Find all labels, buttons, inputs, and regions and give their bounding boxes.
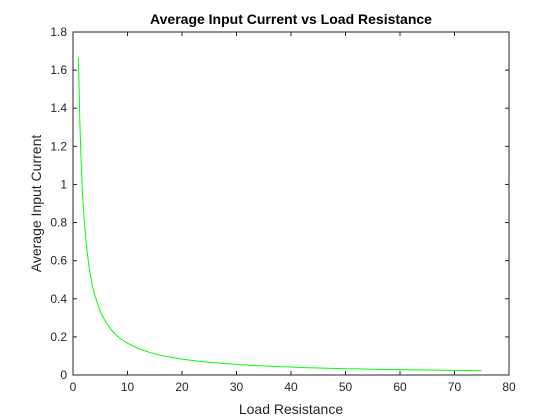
y-tick-label: 0.6 [50,254,67,268]
ticks: 0 10 20 30 40 50 60 70 80 0 0.2 0.4 0.6 0.8 1 1.2 1.4 1.6… [50,25,516,394]
x-tick-label: 20 [175,380,189,394]
x-tick-label: 80 [502,380,516,394]
y-axis-label: Average Input Current [28,135,44,273]
x-tick-label: 50 [339,380,353,394]
x-tick-label: 0 [70,380,77,394]
y-tick-label: 1.2 [50,139,67,153]
y-tick-label: 1.8 [50,25,67,39]
y-tick-label: 0 [60,368,67,382]
x-tick-label: 60 [393,380,407,394]
x-axis-label: Load Resistance [239,401,344,417]
chart-title: Average Input Current vs Load Resistance [150,11,432,27]
x-tick-label: 30 [230,380,244,394]
x-tick-label: 10 [121,380,135,394]
series-line [77,57,482,372]
series-layer [77,57,482,372]
y-tick-label: 0.2 [50,330,67,344]
plot-area [72,31,510,376]
y-tick-label: 0.8 [50,216,67,230]
y-tick-label: 0.4 [50,292,67,306]
x-tick-label: 40 [284,380,298,394]
y-tick-label: 1.4 [50,101,67,115]
y-tick-label: 1.6 [50,63,67,77]
y-tick-label: 1 [60,177,67,191]
x-tick-label: 70 [448,380,462,394]
